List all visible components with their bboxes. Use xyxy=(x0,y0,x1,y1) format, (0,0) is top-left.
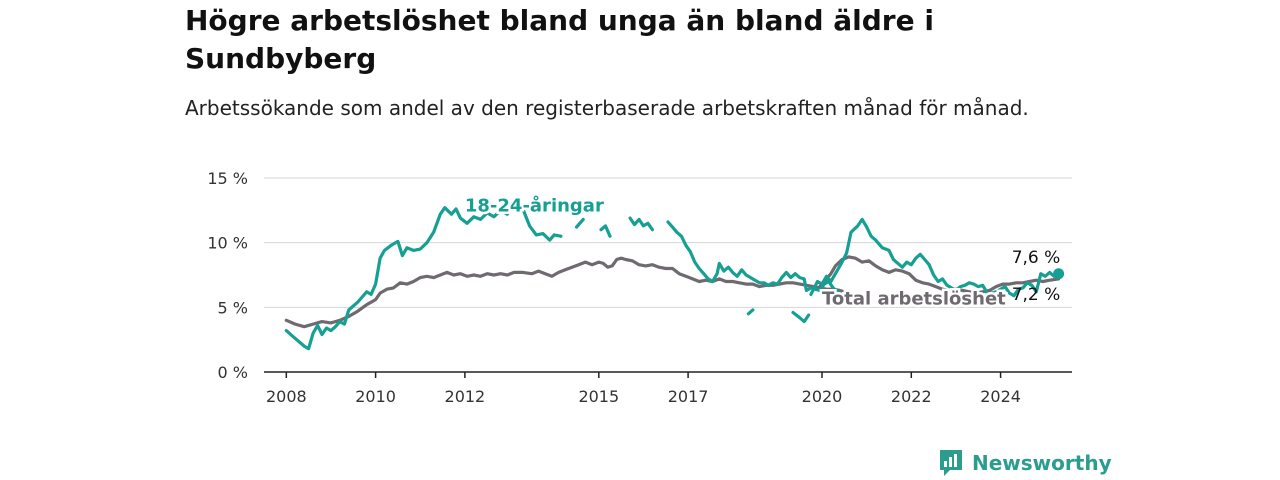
chart-title: Högre arbetslöshet bland unga än bland ä… xyxy=(185,4,934,75)
x-tick-label: 2012 xyxy=(445,387,486,406)
end-label-youth: 7,6 % xyxy=(1012,248,1061,268)
end-label-total: 7,2 % xyxy=(1012,285,1061,305)
newsworthy-logo[interactable]: Newsworthy xyxy=(938,448,1112,478)
newsworthy-logo-icon xyxy=(940,450,962,476)
series-line-youth xyxy=(574,217,585,229)
series-line-youth xyxy=(791,310,811,324)
series-line-youth xyxy=(599,224,612,238)
series-line-youth xyxy=(809,217,1061,298)
end-marker-youth xyxy=(1053,268,1065,280)
series-line-youth xyxy=(284,199,563,351)
x-tick-label: 2015 xyxy=(578,387,619,406)
series-line-youth xyxy=(628,216,654,232)
x-tick-label: 2022 xyxy=(891,387,932,406)
newsworthy-logo-text: Newsworthy xyxy=(972,451,1112,475)
y-tick-label: 0 % xyxy=(218,363,248,382)
series-line-total xyxy=(284,256,846,329)
y-tick-label: 5 % xyxy=(218,298,248,317)
x-tick-label: 2017 xyxy=(668,387,709,406)
y-tick-label: 10 % xyxy=(207,234,248,253)
series-line-youth xyxy=(746,308,755,316)
x-tick-label: 2008 xyxy=(266,387,307,406)
series-label-youth: 18-24-åringar xyxy=(465,195,604,217)
x-tick-label: 2010 xyxy=(355,387,396,406)
x-tick-label: 2024 xyxy=(980,387,1021,406)
series-line-total xyxy=(815,255,1061,295)
y-tick-label: 15 % xyxy=(207,169,248,188)
x-tick-label: 2020 xyxy=(802,387,843,406)
series-label-total: Total arbetslöshet xyxy=(822,289,1006,310)
chart-subtitle: Arbetssökande som andel av den registerb… xyxy=(185,96,1029,120)
